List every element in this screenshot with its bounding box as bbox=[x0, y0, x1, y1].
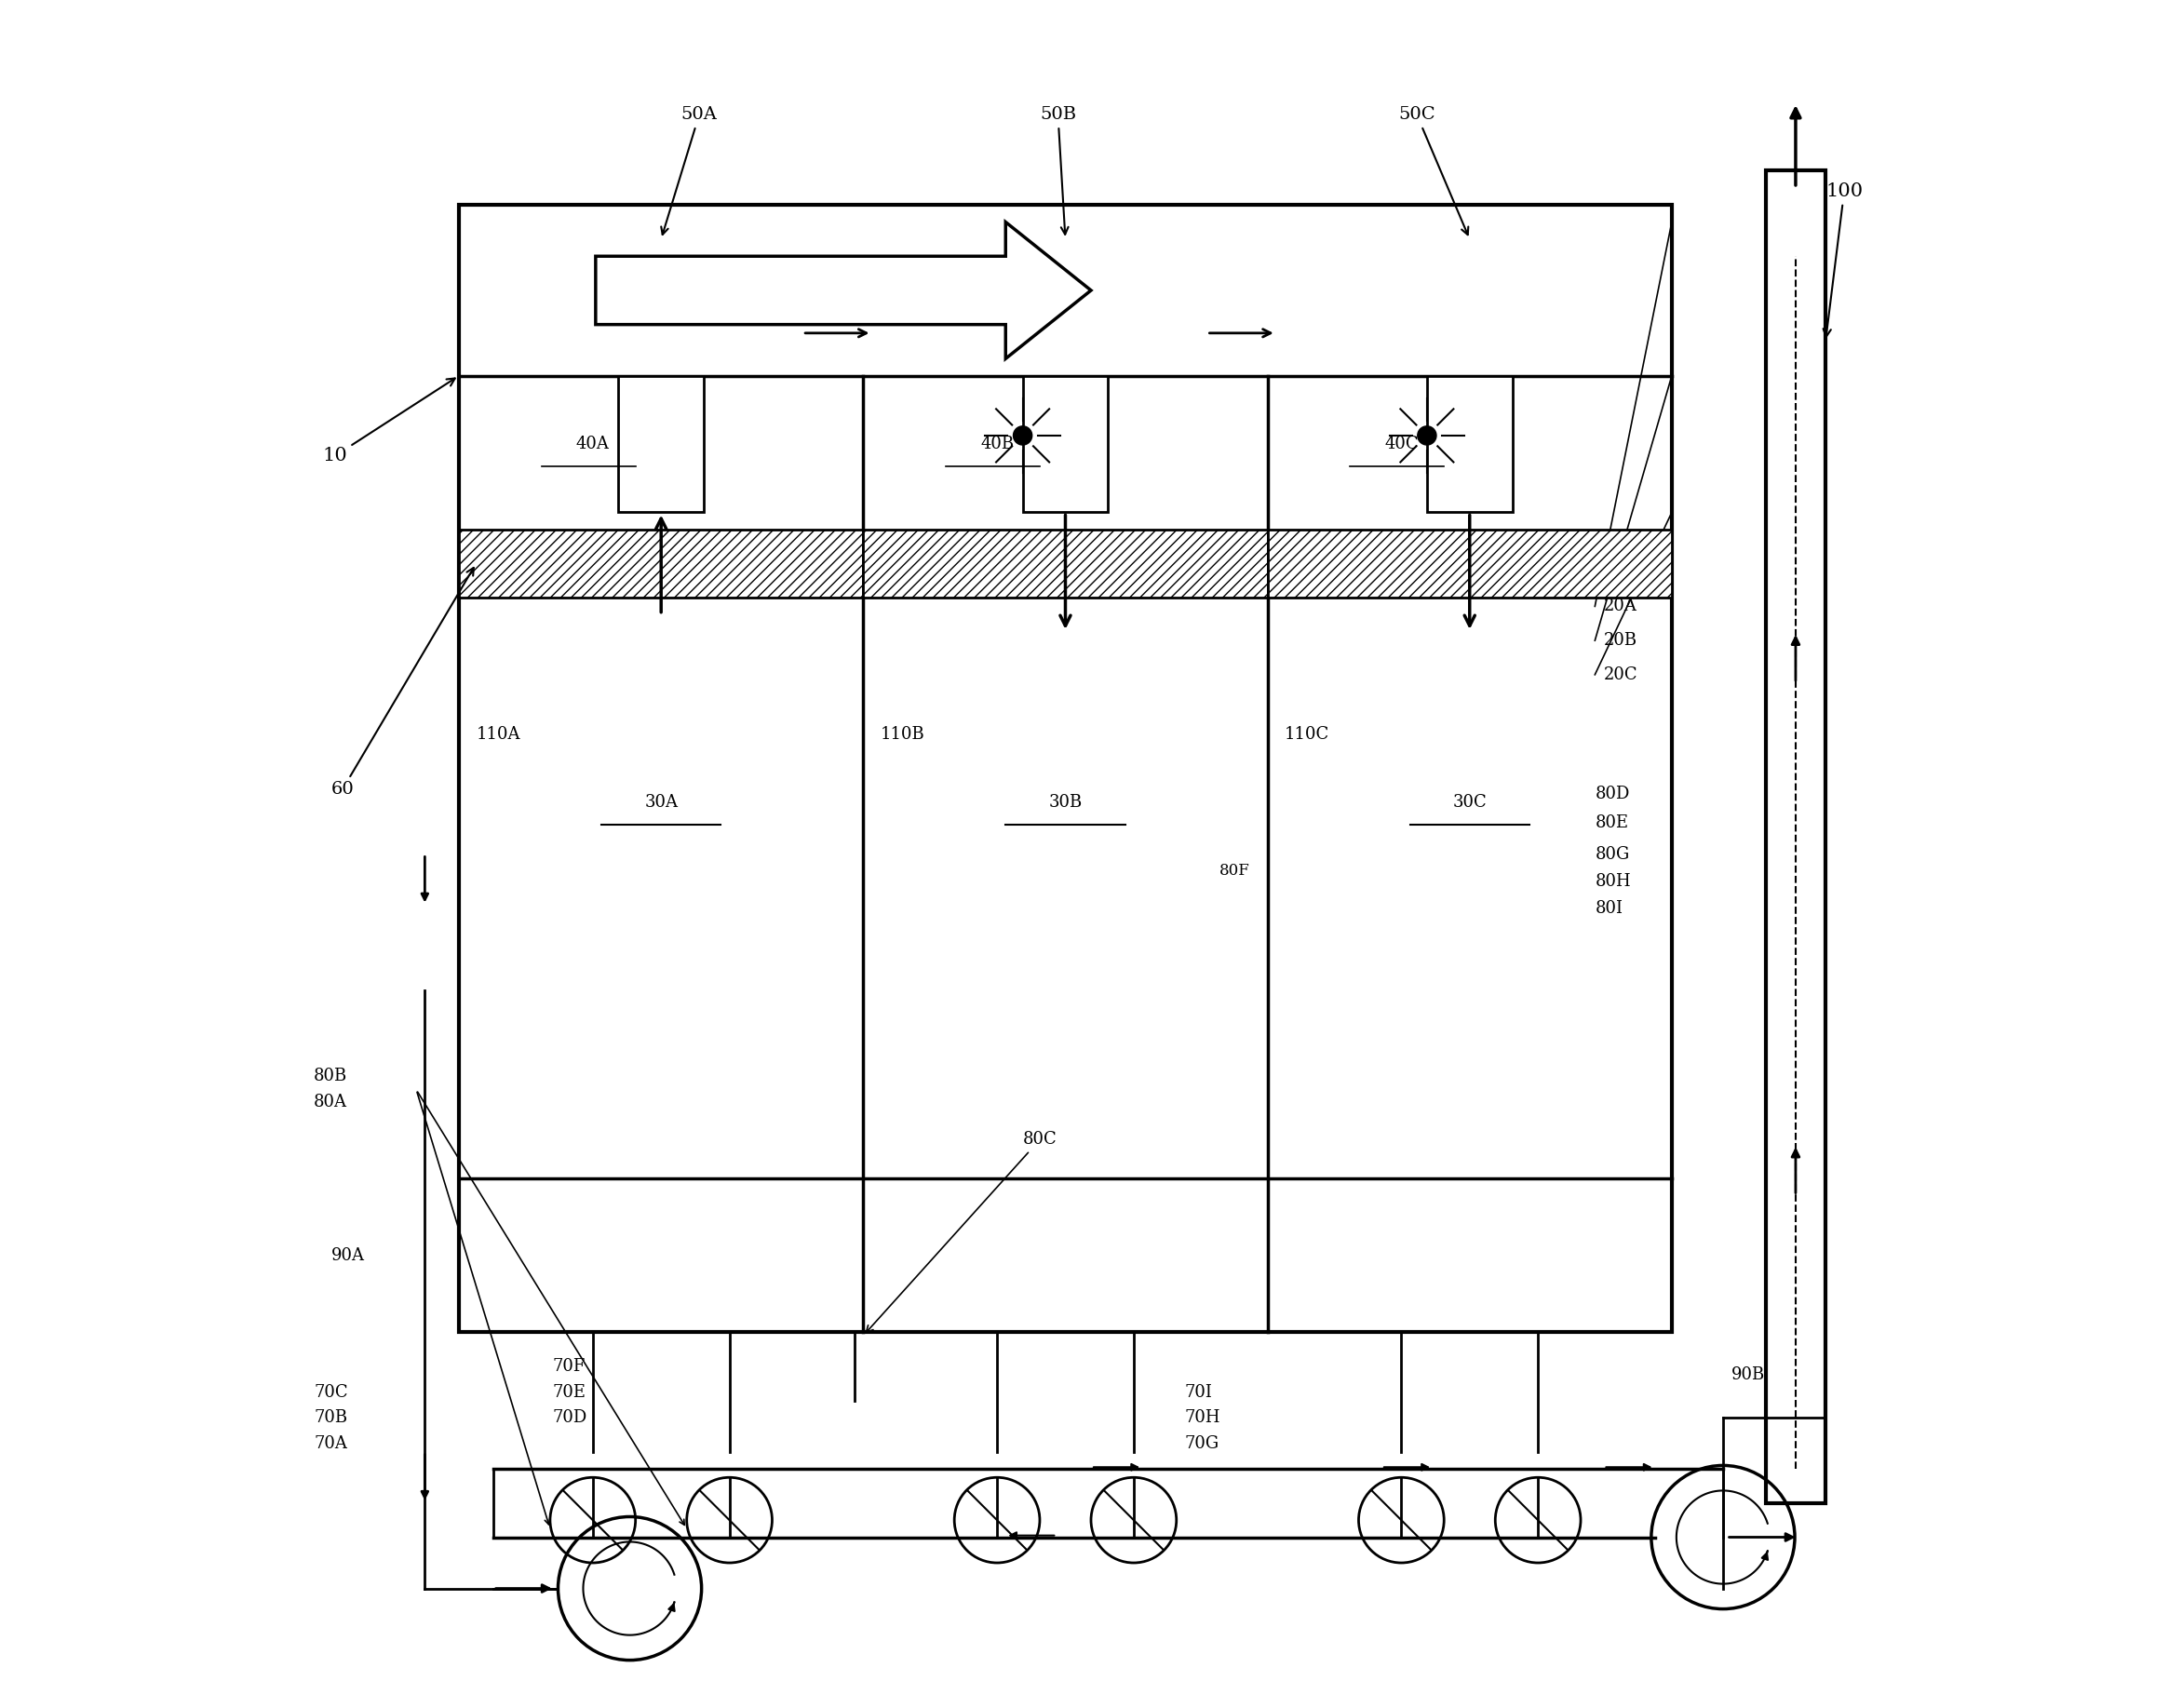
Circle shape bbox=[1418, 425, 1436, 444]
Bar bbox=[1765, 171, 1826, 1503]
Text: 90A: 90A bbox=[332, 1247, 364, 1264]
Text: 80E: 80E bbox=[1595, 815, 1628, 832]
Text: 30B: 30B bbox=[1050, 794, 1082, 811]
Text: 100: 100 bbox=[1824, 183, 1863, 336]
Text: 70C: 70C bbox=[314, 1383, 347, 1401]
Text: 10: 10 bbox=[323, 379, 456, 465]
Bar bbox=[458, 529, 864, 598]
Text: 70B: 70B bbox=[314, 1409, 347, 1426]
Polygon shape bbox=[596, 222, 1091, 359]
Text: 20A: 20A bbox=[1604, 598, 1636, 615]
Bar bbox=[1268, 529, 1671, 598]
Text: 60: 60 bbox=[332, 567, 473, 798]
Text: 80A: 80A bbox=[314, 1093, 347, 1110]
Text: 40B: 40B bbox=[980, 436, 1015, 453]
Bar bbox=[1427, 376, 1512, 512]
Text: 70G: 70G bbox=[1185, 1435, 1220, 1452]
Text: 80G: 80G bbox=[1595, 845, 1630, 863]
Text: 70F: 70F bbox=[552, 1358, 585, 1375]
Circle shape bbox=[1012, 425, 1032, 444]
Text: 80C: 80C bbox=[866, 1131, 1056, 1332]
Text: 70E: 70E bbox=[552, 1383, 587, 1401]
Text: 80F: 80F bbox=[1220, 863, 1250, 880]
Text: 80D: 80D bbox=[1595, 786, 1630, 803]
Text: 20B: 20B bbox=[1604, 632, 1636, 649]
Text: 110A: 110A bbox=[476, 726, 519, 743]
Text: 80H: 80H bbox=[1595, 873, 1630, 890]
Text: 40C: 40C bbox=[1383, 436, 1418, 453]
Text: 90B: 90B bbox=[1733, 1366, 1765, 1383]
Bar bbox=[458, 205, 1671, 1332]
Bar bbox=[1023, 376, 1108, 512]
Text: 70I: 70I bbox=[1185, 1383, 1213, 1401]
Text: 70D: 70D bbox=[552, 1409, 587, 1426]
Bar bbox=[618, 376, 705, 512]
Text: 80B: 80B bbox=[314, 1068, 347, 1085]
Text: 30A: 30A bbox=[644, 794, 679, 811]
Text: 20C: 20C bbox=[1604, 666, 1636, 683]
Text: 80I: 80I bbox=[1595, 900, 1623, 917]
Text: 70H: 70H bbox=[1185, 1409, 1220, 1426]
Text: 70A: 70A bbox=[314, 1435, 347, 1452]
Text: 40A: 40A bbox=[576, 436, 609, 453]
Text: 110B: 110B bbox=[879, 726, 925, 743]
Text: 110C: 110C bbox=[1285, 726, 1329, 743]
Text: 50B: 50B bbox=[1041, 106, 1076, 234]
Bar bbox=[864, 529, 1268, 598]
Text: 30C: 30C bbox=[1453, 794, 1486, 811]
Text: 50A: 50A bbox=[661, 106, 718, 234]
Text: 50C: 50C bbox=[1399, 106, 1468, 234]
